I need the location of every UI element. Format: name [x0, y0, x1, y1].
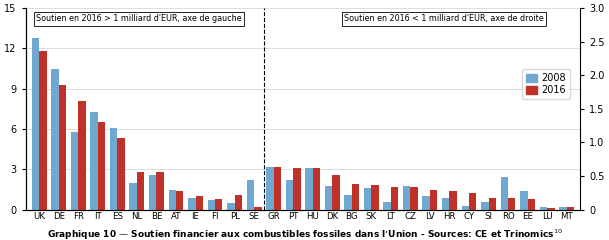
Bar	[110, 128, 118, 210]
Bar	[188, 198, 195, 210]
Text: Soutien en 2016 > 1 milliard d'EUR, axe de gauche: Soutien en 2016 > 1 milliard d'EUR, axe …	[36, 14, 242, 23]
Bar	[157, 172, 164, 210]
Bar	[176, 191, 183, 210]
Bar	[344, 195, 352, 210]
Bar	[423, 196, 430, 210]
Bar	[247, 180, 254, 210]
Text: Soutien en 2016 < 1 milliard d'EUR, axe de droite: Soutien en 2016 < 1 milliard d'EUR, axe …	[344, 14, 544, 23]
Bar	[449, 191, 457, 210]
Bar	[79, 101, 86, 210]
Bar	[391, 187, 398, 210]
Bar	[501, 177, 508, 210]
Bar	[227, 203, 234, 210]
Bar	[462, 206, 469, 210]
Bar	[71, 132, 79, 210]
Bar	[169, 190, 176, 210]
Bar	[39, 51, 47, 210]
Bar	[430, 190, 437, 210]
Bar	[527, 199, 535, 210]
Bar	[208, 200, 215, 210]
Text: Graphique 10 — Soutien financier aux combustibles fossiles dans l’Union - Source: Graphique 10 — Soutien financier aux com…	[47, 227, 562, 240]
Bar	[195, 196, 203, 210]
Bar	[254, 207, 261, 210]
Bar	[312, 168, 320, 210]
Bar	[540, 207, 547, 210]
Bar	[371, 186, 379, 210]
Bar	[137, 172, 144, 210]
Bar	[215, 199, 222, 210]
Bar	[51, 69, 59, 210]
Legend: 2008, 2016: 2008, 2016	[522, 69, 570, 99]
Bar	[98, 122, 105, 210]
Bar	[149, 175, 157, 210]
Bar	[32, 38, 39, 210]
Bar	[234, 195, 242, 210]
Bar	[325, 186, 333, 210]
Bar	[547, 208, 555, 210]
Bar	[410, 187, 418, 210]
Bar	[488, 198, 496, 210]
Bar	[559, 207, 566, 210]
Bar	[130, 183, 137, 210]
Bar	[566, 207, 574, 210]
Bar	[469, 193, 476, 210]
Bar	[442, 198, 449, 210]
Bar	[266, 167, 273, 210]
Bar	[352, 184, 359, 210]
Bar	[520, 191, 527, 210]
Bar	[90, 112, 98, 210]
Bar	[273, 167, 281, 210]
Bar	[364, 188, 371, 210]
Bar	[118, 138, 125, 210]
Bar	[481, 202, 488, 210]
Bar	[59, 85, 66, 210]
Bar	[384, 202, 391, 210]
Bar	[403, 186, 410, 210]
Bar	[333, 175, 340, 210]
Bar	[293, 168, 301, 210]
Bar	[508, 198, 515, 210]
Bar	[305, 168, 312, 210]
Bar	[286, 180, 293, 210]
